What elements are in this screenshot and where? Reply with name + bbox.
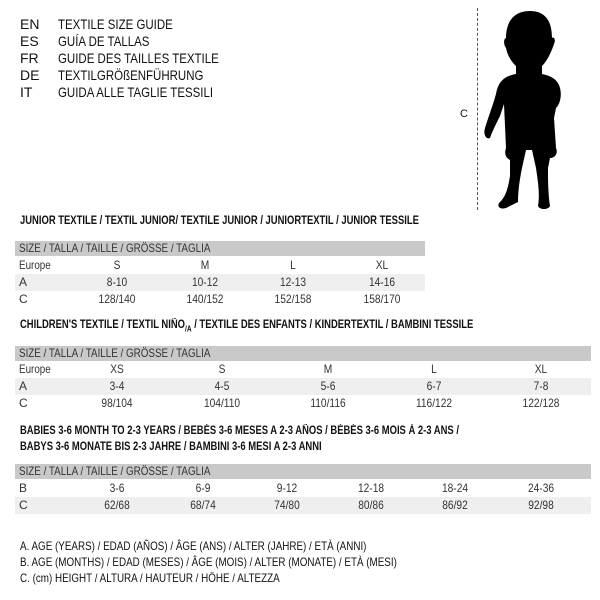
table-row: Europe XS S M L XL (15, 361, 591, 378)
table-row: A 3-4 4-5 5-6 6-7 7-8 (15, 378, 591, 395)
table-cell: 14-16 (368, 275, 396, 289)
lang-code: DE (20, 67, 40, 83)
lang-title: GUIDE DES TAILLES TEXTILE (58, 50, 219, 66)
table-cell: 3-4 (109, 379, 125, 393)
lang-title: GUÍA DE TALLAS (58, 33, 150, 49)
table-cell: 140/152 (186, 292, 224, 306)
lang-code: FR (20, 50, 39, 66)
table-cell: 18-24 (441, 481, 469, 495)
title-subscript: /A (185, 324, 192, 334)
table-cell: 6-9 (195, 481, 211, 495)
table-cell: L (431, 362, 437, 376)
table-cell: 68/74 (190, 498, 216, 512)
table-cell: 8-10 (106, 275, 128, 289)
lang-code: EN (20, 16, 40, 32)
table-cell: 5-6 (320, 379, 336, 393)
table-header: SIZE / TALLA / TAILLE / GRÖSSE / TAGLIA (19, 464, 211, 478)
table-cell: 110/116 (310, 396, 346, 410)
row-label: C (19, 292, 28, 306)
table-cell: S (218, 362, 226, 376)
lang-code: IT (20, 84, 33, 100)
table-cell: 122/128 (522, 396, 560, 410)
table-cell: 128/140 (98, 292, 136, 306)
babies-section-title: BABIES 3-6 MONTH TO 2-3 YEARS / BEBÉS 3-… (20, 425, 459, 437)
height-measure-label: C (460, 108, 468, 120)
row-label: C (19, 396, 28, 410)
table-row: A 8-10 10-12 12-13 14-16 (15, 274, 425, 291)
table-cell: 10-12 (191, 275, 219, 289)
table-cell: 80/86 (358, 498, 384, 512)
child-silhouette-icon (484, 11, 561, 209)
table-cell: S (113, 258, 121, 272)
table-row: C 128/140 140/152 152/158 158/170 (15, 291, 425, 308)
table-header: SIZE / TALLA / TAILLE / GRÖSSE / TAGLIA (19, 346, 211, 360)
table-cell: 4-5 (214, 379, 230, 393)
junior-section-title: JUNIOR TEXTILE / TEXTIL JUNIOR/ TEXTILE … (20, 215, 419, 227)
table-row: C 62/68 68/74 74/80 80/86 86/92 92/98 (15, 497, 591, 514)
title-text: / TEXTILE DES ENFANTS / KINDERTEXTIL / B… (191, 319, 474, 331)
table-cell: 104/110 (203, 396, 241, 410)
table-row: Europe S M L XL (15, 257, 425, 274)
table-cell: 158/170 (363, 292, 401, 306)
table-cell: 9-12 (276, 481, 298, 495)
children-section-title: CHILDREN'S TEXTILE / TEXTIL NIÑO/A / TEX… (20, 319, 473, 333)
height-measure-line (477, 8, 478, 210)
row-label: B (19, 481, 28, 495)
table-cell: 62/68 (104, 498, 130, 512)
table-cell: 98/104 (101, 396, 133, 410)
table-cell: XS (110, 362, 124, 376)
row-label: A (19, 275, 28, 289)
table-cell: 74/80 (274, 498, 300, 512)
legend-item-c: C. (cm) HEIGHT / ALTURA / HAUTEUR / HÖHE… (20, 571, 280, 585)
table-cell: L (290, 258, 296, 272)
table-cell: 86/92 (442, 498, 468, 512)
table-cell: 24-36 (527, 481, 555, 495)
table-cell: XL (534, 362, 548, 376)
table-cell: M (323, 362, 333, 376)
babies-section-title-line2: BABYS 3-6 MONATE BIS 2-3 JAHRE / BAMBINI… (20, 441, 322, 453)
table-cell: 12-13 (279, 275, 307, 289)
table-row: C 98/104 104/110 110/116 116/122 122/128 (15, 395, 591, 412)
lang-title: GUIDA ALLE TAGLIE TESSILI (58, 84, 214, 100)
title-text: CHILDREN'S TEXTILE / TEXTIL NIÑO (20, 319, 186, 331)
table-cell: XL (375, 258, 389, 272)
table-cell: M (200, 258, 210, 272)
table-cell: 116/122 (415, 396, 453, 410)
table-cell: 12-18 (357, 481, 385, 495)
table-header: SIZE / TALLA / TAILLE / GRÖSSE / TAGLIA (19, 241, 211, 255)
table-cell: 92/98 (528, 498, 554, 512)
lang-title: TEXTILGRÖßENFÜHRUNG (58, 67, 204, 83)
row-label: Europe (19, 362, 51, 376)
lang-title: TEXTILE SIZE GUIDE (58, 16, 173, 32)
lang-code: ES (20, 33, 39, 49)
table-cell: 6-7 (426, 379, 442, 393)
row-label: Europe (19, 258, 51, 272)
legend-item-b: B. AGE (MONTHS) / EDAD (MESES) / ÂGE (MO… (20, 555, 397, 569)
row-label: C (19, 498, 28, 512)
legend-item-a: A. AGE (YEARS) / EDAD (AÑOS) / ÂGE (ANS)… (20, 539, 367, 553)
table-cell: 3-6 (109, 481, 125, 495)
table-cell: 152/158 (274, 292, 312, 306)
table-row: B 3-6 6-9 9-12 12-18 18-24 24-36 (15, 480, 591, 497)
table-cell: 7-8 (533, 379, 549, 393)
row-label: A (19, 379, 28, 393)
